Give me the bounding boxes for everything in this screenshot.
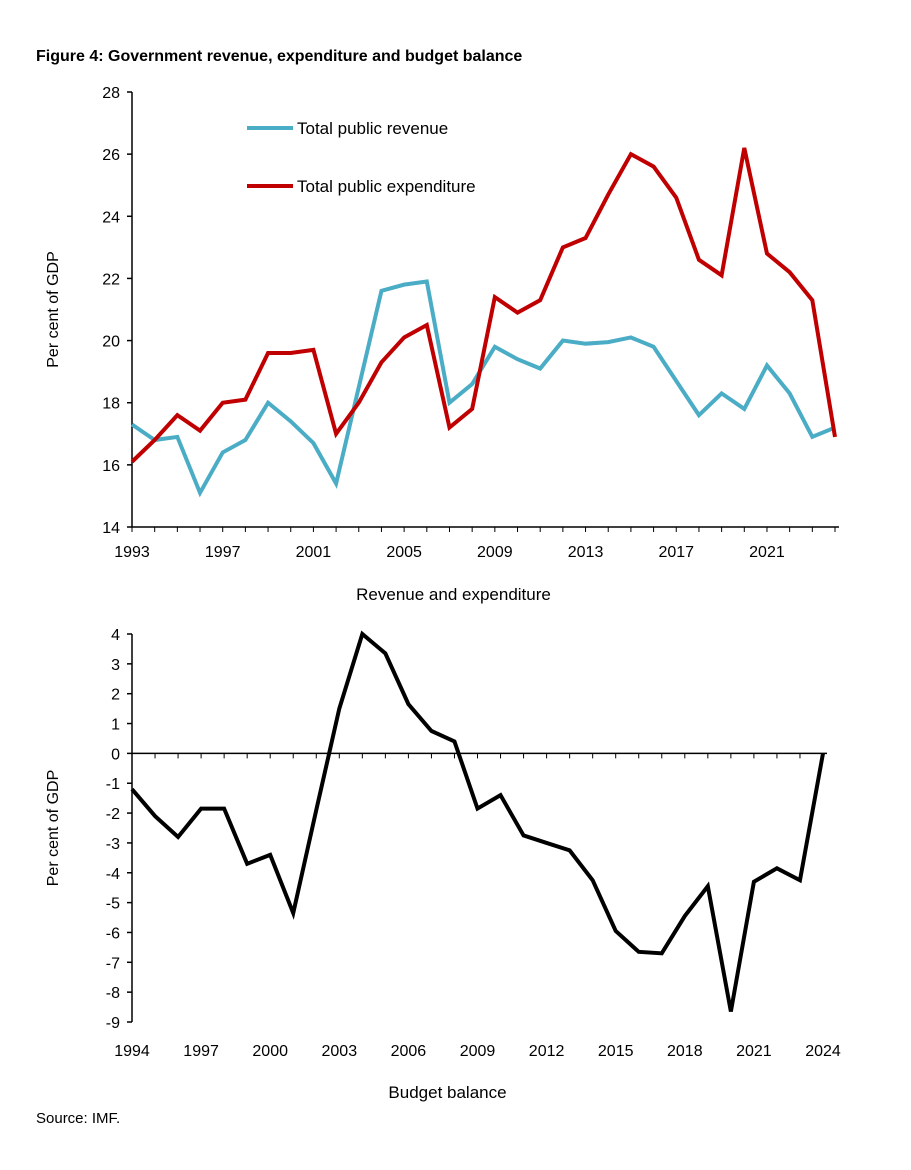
y-tick-label: 16 [102, 458, 120, 475]
x-tick-label: 1997 [183, 1043, 219, 1060]
y-tick-label: 24 [102, 209, 120, 226]
x-tick-label: 2024 [805, 1043, 841, 1060]
series-line [130, 279, 836, 498]
x-tick-label: 2009 [477, 544, 513, 561]
y-axis-label: Per cent of GDP [45, 251, 62, 368]
x-tick-label: 2017 [658, 544, 694, 561]
x-tick-label: 2012 [529, 1043, 565, 1060]
y-tick-label: -4 [106, 866, 120, 883]
y-tick-label: 0 [111, 746, 120, 763]
y-tick-label: 1 [111, 717, 120, 734]
series-line [130, 147, 837, 464]
y-tick-label: 3 [111, 657, 120, 674]
x-tick-label: 2021 [736, 1043, 772, 1060]
x-tick-label: 2005 [386, 544, 422, 561]
x-tick-label: 2013 [568, 544, 604, 561]
x-tick-label: 2018 [667, 1043, 703, 1060]
x-tick-label: 1993 [114, 544, 150, 561]
y-tick-label: 14 [102, 520, 120, 537]
y-tick-label: -5 [106, 896, 120, 913]
y-tick-label: 18 [102, 396, 120, 413]
x-tick-label: 2003 [322, 1043, 358, 1060]
y-tick-label: 22 [102, 271, 120, 288]
source-note: Source: IMF. [36, 1110, 121, 1127]
y-tick-label: 2 [111, 687, 120, 704]
figure-title: Figure 4: Government revenue, expenditur… [36, 48, 523, 65]
y-tick-label: 26 [102, 147, 120, 164]
y-axis-label: Per cent of GDP [45, 770, 62, 887]
chart-title: Budget balance [388, 1083, 506, 1102]
x-tick-label: 2021 [749, 544, 785, 561]
legend-label: Total public revenue [297, 119, 448, 138]
y-tick-label: -7 [106, 955, 120, 972]
y-tick-label: -6 [106, 925, 120, 942]
series-line [130, 630, 825, 1012]
y-tick-label: 4 [111, 627, 120, 644]
legend-label: Total public expenditure [297, 177, 476, 196]
y-tick-label: -2 [106, 806, 120, 823]
x-tick-label: 2001 [296, 544, 332, 561]
x-tick-label: 2000 [252, 1043, 288, 1060]
y-tick-label: 20 [102, 334, 120, 351]
x-tick-label: 2009 [460, 1043, 496, 1060]
y-tick-label: 28 [102, 85, 120, 102]
y-tick-label: -8 [106, 985, 120, 1002]
x-tick-label: 2006 [391, 1043, 427, 1060]
x-tick-label: 2015 [598, 1043, 634, 1060]
y-tick-label: -9 [106, 1015, 120, 1032]
x-tick-label: 1997 [205, 544, 241, 561]
y-tick-label: -1 [106, 776, 120, 793]
chart-title: Revenue and expenditure [356, 585, 551, 604]
y-tick-label: -3 [106, 836, 120, 853]
x-tick-label: 1994 [114, 1043, 150, 1060]
